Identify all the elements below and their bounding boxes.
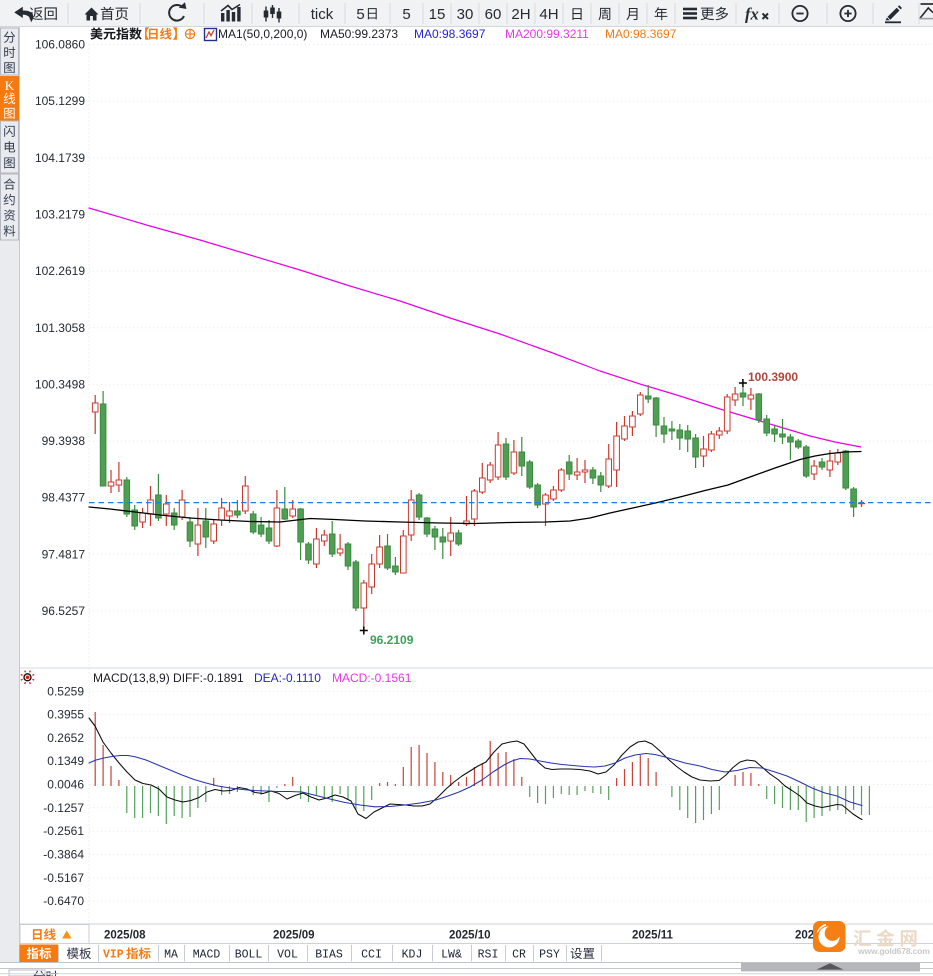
svg-text:-0.3864: -0.3864 — [43, 848, 84, 862]
svg-text:-0.2561: -0.2561 — [43, 824, 84, 838]
svg-text:RSI: RSI — [478, 949, 499, 962]
svg-text:5: 5 — [356, 6, 364, 23]
svg-text:tick: tick — [311, 6, 334, 23]
svg-text:BIAS: BIAS — [315, 949, 343, 962]
svg-text:97.4817: 97.4817 — [42, 547, 86, 561]
svg-text:100.3498: 100.3498 — [35, 377, 85, 391]
svg-text:102.2619: 102.2619 — [35, 264, 85, 278]
svg-text:-0.5167: -0.5167 — [43, 871, 84, 885]
svg-text:-0.6470: -0.6470 — [43, 894, 84, 908]
svg-text:4H: 4H — [539, 6, 558, 23]
svg-text:101.3058: 101.3058 — [35, 321, 85, 335]
svg-text:-0.1257: -0.1257 — [43, 801, 84, 815]
svg-text:PSY: PSY — [539, 949, 560, 962]
svg-text:MACD(13,8,9) DIFF:-0.1891: MACD(13,8,9) DIFF:-0.1891 — [93, 671, 244, 685]
svg-text:0.2652: 0.2652 — [47, 731, 84, 745]
svg-text:60: 60 — [485, 6, 502, 23]
svg-text:LW&: LW& — [441, 949, 462, 962]
svg-text:MACD: MACD — [193, 949, 221, 962]
svg-text:0.0046: 0.0046 — [47, 778, 84, 792]
svg-text:fx: fx — [745, 5, 759, 24]
svg-text:KDJ: KDJ — [402, 949, 423, 962]
svg-text:103.2179: 103.2179 — [35, 207, 85, 221]
svg-text:5: 5 — [402, 6, 410, 23]
svg-text:MA: MA — [164, 949, 178, 962]
svg-text:MA50:99.2373: MA50:99.2373 — [320, 27, 398, 41]
svg-text:99.3938: 99.3938 — [42, 434, 86, 448]
svg-text:MA0:98.3697: MA0:98.3697 — [414, 27, 486, 41]
svg-text:0.1349: 0.1349 — [47, 754, 84, 768]
svg-text:MA0:98.3697: MA0:98.3697 — [605, 27, 677, 41]
svg-text:www.gold678.com: www.gold678.com — [857, 946, 930, 956]
svg-text:VOL: VOL — [277, 949, 298, 962]
svg-text:K: K — [5, 78, 15, 93]
svg-text:CR: CR — [512, 949, 526, 962]
svg-text:2025/09: 2025/09 — [273, 930, 315, 942]
svg-text:104.1739: 104.1739 — [35, 151, 85, 165]
svg-text:VIP: VIP — [103, 949, 124, 962]
svg-text:BOLL: BOLL — [235, 949, 263, 962]
svg-text:2H: 2H — [511, 6, 530, 23]
svg-text:0.5259: 0.5259 — [47, 684, 84, 698]
svg-text:100.3900: 100.3900 — [748, 370, 798, 384]
svg-text:MA1(50,0,200,0): MA1(50,0,200,0) — [218, 27, 307, 41]
svg-text:98.4377: 98.4377 — [42, 491, 86, 505]
svg-text:2025/08: 2025/08 — [104, 930, 146, 942]
svg-text:0.3955: 0.3955 — [47, 708, 84, 722]
svg-text:2025/10: 2025/10 — [449, 930, 491, 942]
svg-text:2025/11: 2025/11 — [632, 930, 674, 942]
svg-text:96.5257: 96.5257 — [42, 604, 86, 618]
svg-text:105.1299: 105.1299 — [35, 94, 85, 108]
svg-text:CCI: CCI — [361, 949, 382, 962]
svg-text:30: 30 — [457, 6, 474, 23]
svg-text:96.2109: 96.2109 — [370, 633, 414, 647]
svg-text:MACD:-0.1561: MACD:-0.1561 — [332, 671, 412, 685]
svg-text:MA200:99.3211: MA200:99.3211 — [505, 27, 589, 41]
svg-text:106.0860: 106.0860 — [35, 38, 85, 52]
svg-text:15: 15 — [429, 6, 446, 23]
svg-text:DEA:-0.1110: DEA:-0.1110 — [254, 671, 321, 685]
